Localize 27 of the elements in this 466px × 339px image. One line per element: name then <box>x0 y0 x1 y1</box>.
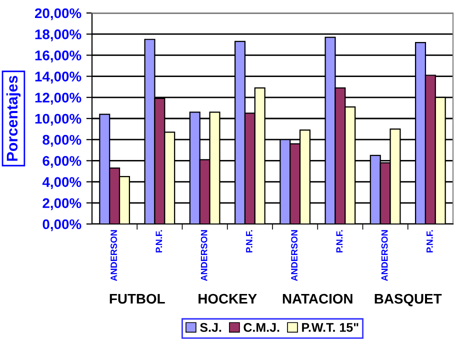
y-tick-label: 0,00% <box>42 219 82 232</box>
x-tick-label: ANDERSON <box>291 230 298 281</box>
text: FUTBOL <box>110 294 165 304</box>
y-tick-label: 6,00% <box>42 156 82 168</box>
legend-label: S.J. <box>200 323 222 332</box>
x-tick-label: P.N.F. <box>156 230 162 252</box>
legend-label: P.W.T. 15" <box>302 323 358 332</box>
y-tick-label: 20,00% <box>34 8 82 20</box>
y-tick-label: 4,00% <box>42 177 82 189</box>
y-tick-label: 16,00% <box>35 50 82 62</box>
y-tick-label: 18,00% <box>35 29 82 42</box>
legend-label: C.M.J. <box>244 323 280 332</box>
x-tick-label: ANDERSON <box>381 230 388 281</box>
x-tick-label: P.N.F. <box>336 230 343 252</box>
y-tick-label: 12,00% <box>35 92 82 105</box>
y-tick-label: 10,00% <box>35 114 82 126</box>
text: HOCKEY <box>198 294 257 304</box>
y-tick-label: 8,00% <box>42 134 82 147</box>
x-tick-label: P.N.F. <box>426 230 433 252</box>
x-tick-label: ANDERSON <box>110 230 117 281</box>
y-axis-title: Porcentajes <box>6 76 21 161</box>
x-tick-label: P.N.F. <box>246 230 252 252</box>
x-tick-label: ANDERSON <box>200 230 208 281</box>
text: BASQUET <box>374 294 442 306</box>
text: NATACION <box>282 294 352 304</box>
y-tick-label: 14,00% <box>35 72 82 84</box>
y-tick-label: 2,00% <box>42 198 82 210</box>
